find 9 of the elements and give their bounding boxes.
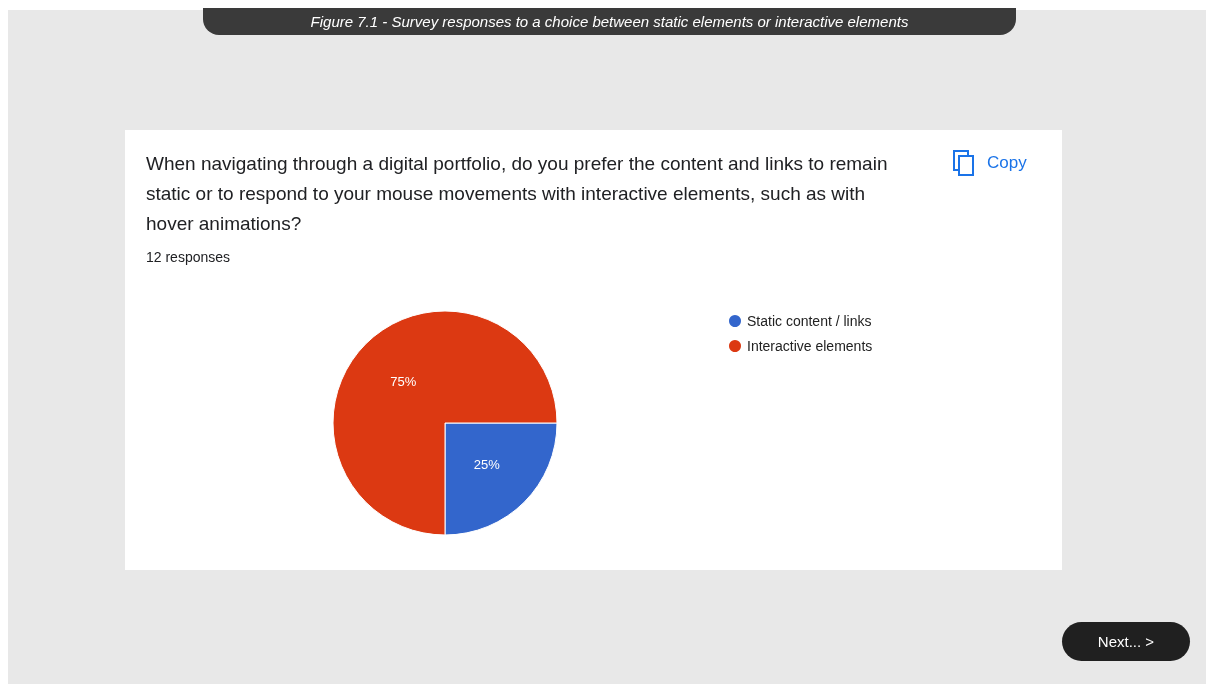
data-label: 75% <box>390 373 417 389</box>
caption: Figure 7.1 - Survey responses to a choice between static elements or interactive elements <box>203 8 1016 35</box>
text: Next... > <box>1062 622 1190 661</box>
legend-label: Static content / links <box>747 313 872 329</box>
legend-label: Interactive elements <box>747 338 873 354</box>
data-label: 25% <box>473 457 501 473</box>
text: 12 responses <box>146 249 231 265</box>
chart-title: When navigating through a digital portfolio, do you prefer the content and links to remain static or to respond to your mouse movements with interactive elements, such as with hover animations? <box>146 152 889 236</box>
text: Copy <box>987 153 1027 173</box>
